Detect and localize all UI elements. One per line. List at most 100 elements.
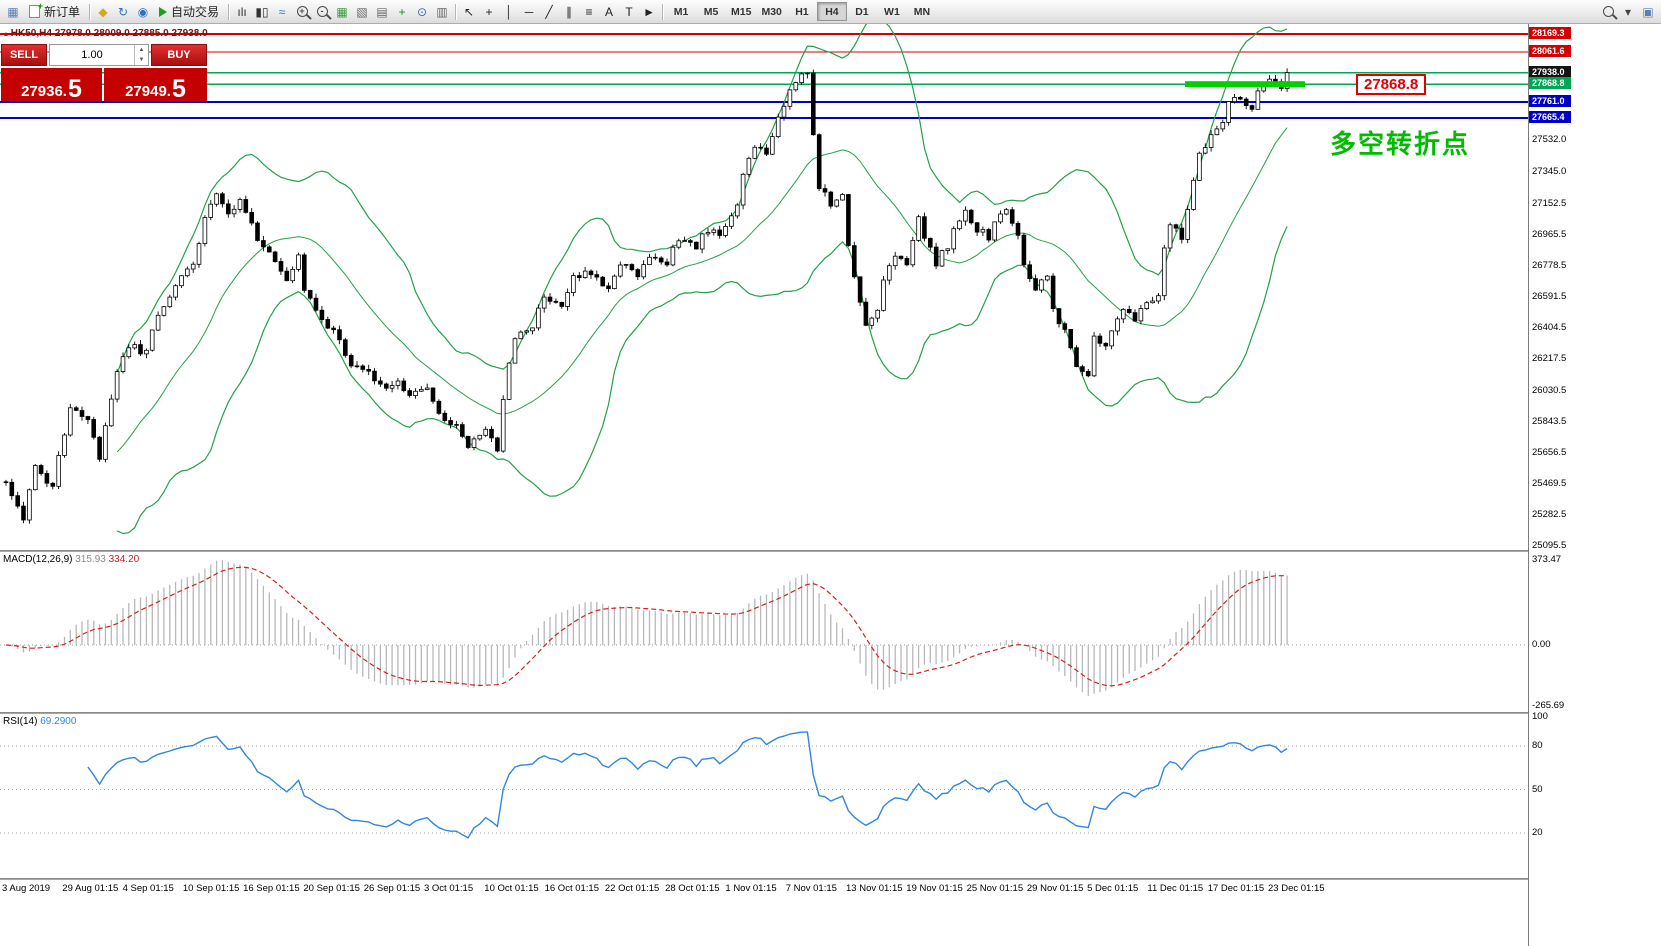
favorites-icon[interactable]: ◆ (98, 4, 108, 19)
rsi-scale-label: 20 (1532, 827, 1543, 838)
time-axis-label: 4 Sep 01:15 (122, 883, 174, 894)
periods-icon[interactable]: ⊙ (417, 4, 428, 19)
search-icon[interactable] (1598, 2, 1618, 21)
volume-value[interactable]: 1.00 (81, 49, 103, 61)
one-click-trading-panel: SELL 1.00 ▲ ▼ BUY 27936. 5 27949. 5 (1, 44, 207, 103)
rsi-scale-label: 50 (1532, 783, 1543, 795)
price-scale-label: 26778.5 (1532, 259, 1567, 271)
toolbar-separator (662, 3, 664, 20)
price-scale-label: 26217.5 (1532, 353, 1567, 365)
time-axis-label: 7 Nov 01:15 (785, 883, 837, 894)
cascade-windows-icon[interactable]: ▧ (356, 4, 368, 19)
chart-title-text: HK50,H4 27978.0 28009.0 27885.0 27938.0 (10, 28, 208, 39)
time-axis-label: 20 Sep 01:15 (303, 883, 360, 894)
time-axis[interactable]: 3 Aug 2019 29 Aug 01:15 4 Sep 01:15 10 Sep … (0, 880, 1528, 946)
templates-icon[interactable]: ▥ (436, 4, 448, 19)
candlestick-icon[interactable]: ▮▯ (255, 4, 269, 19)
shapes-icon[interactable]: ► (643, 4, 655, 19)
cursor-icon[interactable]: ↖ (464, 4, 475, 19)
chart-profile-icon[interactable]: ▤ (376, 4, 388, 19)
volume-spinner[interactable]: ▲ ▼ (134, 45, 148, 65)
fibonacci-icon[interactable]: ≡ (585, 4, 593, 19)
panel-separator[interactable] (0, 712, 1661, 714)
volume-input[interactable]: 1.00 ▲ ▼ (49, 44, 149, 66)
macd-main-value: 315.93 (75, 554, 106, 565)
new-order-icon (29, 1, 43, 18)
time-axis-label: 11 Dec 01:15 (1147, 883, 1204, 894)
price-scale-label: 27345.0 (1532, 165, 1567, 177)
price-scale-label: 25469.5 (1532, 478, 1567, 490)
symbol-marker-icon: ▴ (4, 29, 9, 38)
zoom-out-icon[interactable]: - (312, 2, 332, 21)
line-chart-icon[interactable]: ≈ (278, 4, 286, 19)
zoom-in-icon[interactable]: + (292, 2, 312, 21)
price-callout-label[interactable]: 27868.8 (1356, 74, 1427, 95)
web-terminal-icon[interactable]: ◉ (137, 4, 149, 19)
time-axis-label: 29 Nov 01:15 (1026, 883, 1084, 894)
time-axis-label: 16 Oct 01:15 (544, 883, 599, 894)
tile-windows-icon[interactable]: ▦ (336, 4, 348, 19)
autotrade-button[interactable]: 自动交易 (153, 2, 225, 21)
search-dropdown-icon[interactable]: ▾ (1624, 4, 1632, 19)
price-scale-label: 26965.5 (1532, 228, 1567, 240)
timeframe-h4-button[interactable]: H4 (816, 2, 847, 21)
horizontal-line-icon[interactable]: ─ (524, 4, 534, 19)
macd-panel[interactable]: MACD(12,26,9) 315.93 334.20 (0, 552, 1528, 712)
time-axis-label: 10 Sep 01:15 (182, 883, 240, 894)
toolbar-separator (89, 3, 91, 20)
timeframe-h1-button[interactable]: H1 (795, 5, 809, 18)
volume-up-button[interactable]: ▲ (138, 47, 145, 53)
new-window-icon[interactable]: ▣ (1642, 4, 1654, 19)
time-axis-label: 26 Sep 01:15 (363, 883, 421, 894)
volume-down-button[interactable]: ▼ (138, 57, 145, 63)
toolbar-separator (228, 3, 230, 20)
refresh-icon[interactable]: ↻ (117, 4, 129, 19)
time-axis-label: 5 Dec 01:15 (1087, 883, 1139, 894)
timeframe-m5-button[interactable]: M5 (703, 5, 719, 18)
price-scale-label: 26404.5 (1532, 322, 1567, 334)
macd-scale-label: 373.47 (1532, 554, 1562, 565)
price-tag: 28061.6 (1529, 45, 1571, 58)
price-tag: 27868.8 (1529, 77, 1571, 90)
label-icon[interactable]: T (625, 4, 633, 19)
price-axis[interactable]: 27532.0 27345.0 27152.5 26965.5 26778.5 26591… (1528, 24, 1661, 946)
buy-price-display[interactable]: 27949. 5 (104, 68, 207, 103)
time-axis-label: 16 Sep 01:15 (243, 883, 300, 894)
timeframe-m15-button[interactable]: M15 (731, 5, 752, 18)
price-scale-label: 25843.5 (1532, 415, 1567, 427)
time-axis-label: 3 Oct 01:15 (424, 883, 474, 894)
timeframe-w1-button[interactable]: W1 (884, 5, 900, 18)
timeframe-m1-button[interactable]: M1 (673, 5, 689, 18)
buy-button[interactable]: BUY (151, 44, 207, 66)
channel-icon[interactable]: ∥ (566, 4, 573, 19)
sell-price-big-digit: 5 (67, 75, 82, 103)
price-chart-panel[interactable]: ▴ HK50,H4 27978.0 28009.0 27885.0 27938.… (0, 24, 1528, 550)
price-scale-label: 25282.5 (1532, 509, 1567, 521)
sell-price-display[interactable]: 27936. 5 (1, 68, 102, 103)
timeframe-mn-button[interactable]: MN (913, 5, 931, 18)
chart-window-icon[interactable]: ▦ (7, 4, 19, 19)
bar-chart-icon[interactable]: ılı (237, 4, 247, 19)
indicators-icon[interactable]: + (398, 4, 406, 19)
time-axis-label: 13 Nov 01:15 (846, 883, 903, 894)
vertical-line-icon[interactable]: │ (505, 4, 513, 19)
rsi-panel[interactable]: RSI(14) 69.2900 (0, 714, 1528, 878)
panel-separator[interactable] (0, 878, 1661, 880)
price-tag: 28169.3 (1529, 27, 1571, 40)
trendline-icon[interactable]: ╱ (545, 4, 553, 19)
autotrade-play-icon (159, 6, 168, 17)
sell-button[interactable]: SELL (1, 44, 47, 66)
candlestick-chart[interactable] (0, 24, 1528, 550)
text-icon[interactable]: A (605, 4, 614, 19)
timeframe-m30-button[interactable]: M30 (761, 5, 782, 18)
panel-separator[interactable] (0, 550, 1661, 552)
time-axis-label: 3 Aug 2019 (2, 883, 51, 894)
macd-chart (0, 560, 1528, 697)
timeframe-d1-button[interactable]: D1 (855, 5, 869, 18)
rsi-value: 69.2900 (40, 716, 77, 727)
rsi-scale-label: 80 (1532, 740, 1543, 751)
new-order-button[interactable]: 新订单 (23, 1, 86, 21)
time-axis-label: 28 Oct 01:15 (665, 883, 720, 894)
buy-price-big-digit: 5 (171, 75, 186, 103)
crosshair-icon[interactable]: + (485, 4, 493, 19)
